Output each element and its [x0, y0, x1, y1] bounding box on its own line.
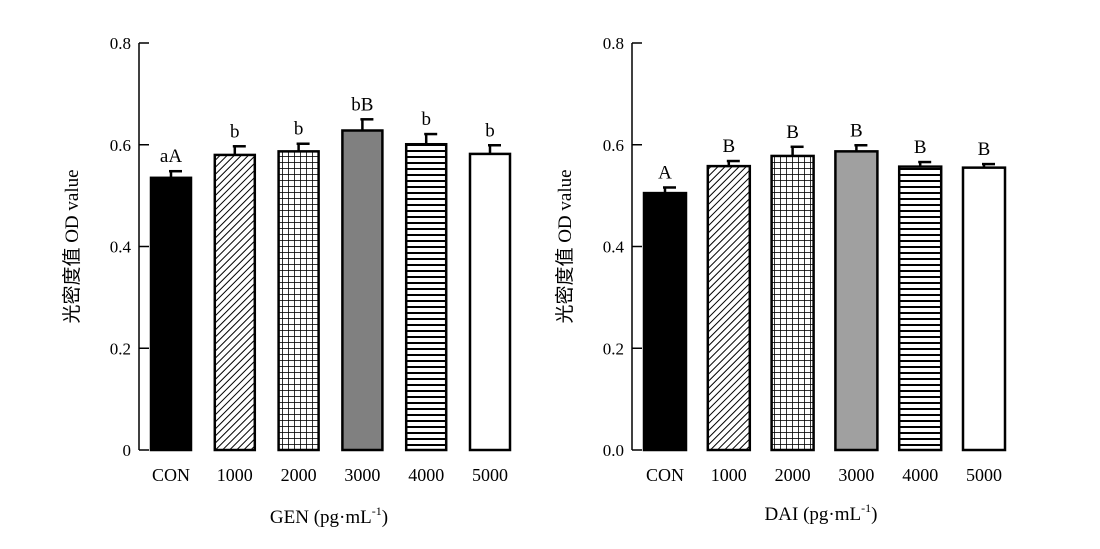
y-tick-label: 0.6: [110, 136, 131, 155]
category-label: 2000: [775, 465, 811, 485]
significance-label: A: [658, 162, 672, 183]
category-label: 2000: [281, 465, 317, 485]
x-axis-label-sup: -1: [372, 504, 382, 518]
bar-1000: [213, 153, 257, 452]
bar-1000: [706, 164, 752, 452]
significance-label: b: [421, 109, 431, 130]
category-label: 3000: [838, 465, 874, 485]
bar-3000: [834, 150, 879, 452]
y-tick-label: 0.8: [603, 34, 624, 53]
y-tick-label: 0.0: [603, 441, 624, 460]
category-label: 5000: [966, 465, 1002, 485]
bar-CON: [642, 191, 688, 452]
bar-4000: [404, 142, 448, 452]
bar-3000: [341, 129, 384, 452]
y-tick-label: 0.6: [603, 136, 624, 155]
y-tick-label: 0: [123, 441, 132, 460]
bar-4000: [897, 165, 943, 452]
x-axis-label: DAI (pg·mL-1): [765, 501, 878, 525]
y-tick-label: 0.4: [110, 238, 132, 257]
x-axis-label-close: ): [382, 507, 388, 528]
category-label: CON: [152, 465, 190, 485]
chart-panel-gen: 0 0.2 0.4 0.6 0.8 光密度值 OD value aA CON b 1000 b 200…: [61, 34, 512, 528]
y-tick-label: 0.2: [603, 339, 624, 358]
significance-label: bB: [351, 94, 373, 115]
bar-5000: [961, 166, 1007, 452]
x-axis-label-sup: -1: [861, 501, 871, 515]
category-label: 3000: [344, 465, 380, 485]
bar-CON: [149, 176, 193, 452]
significance-label: b: [230, 121, 240, 142]
significance-label: B: [786, 122, 799, 143]
significance-label: B: [978, 139, 991, 160]
y-axis-label: 光密度值 OD value: [61, 169, 83, 323]
bar-2000: [770, 154, 815, 452]
significance-label: b: [294, 119, 304, 140]
x-axis-label-close: ): [871, 504, 877, 525]
significance-label: B: [722, 136, 735, 157]
bar-2000: [277, 150, 320, 452]
chart-panel-dai: 0.0 0.2 0.4 0.6 0.8 光密度值 OD value A CON B 1000 B 20…: [554, 34, 1007, 525]
significance-label: aA: [160, 146, 182, 167]
y-tick-label: 0.4: [603, 238, 625, 257]
category-label: 5000: [472, 465, 508, 485]
x-axis-label-main: GEN (pg·mL: [270, 507, 372, 528]
category-label: CON: [646, 465, 684, 485]
bar-5000: [468, 152, 512, 452]
y-axis-label: 光密度值 OD value: [554, 169, 576, 323]
x-axis-label: GEN (pg·mL-1): [270, 504, 388, 528]
category-label: 1000: [217, 465, 253, 485]
category-label: 1000: [711, 465, 747, 485]
category-label: 4000: [902, 465, 938, 485]
significance-label: b: [485, 120, 495, 141]
y-tick-label: 0.2: [110, 339, 131, 358]
x-axis-label-main: DAI (pg·mL: [765, 504, 862, 525]
y-tick-label: 0.8: [110, 34, 131, 53]
category-label: 4000: [408, 465, 444, 485]
significance-label: B: [914, 137, 927, 158]
significance-label: B: [850, 120, 863, 141]
